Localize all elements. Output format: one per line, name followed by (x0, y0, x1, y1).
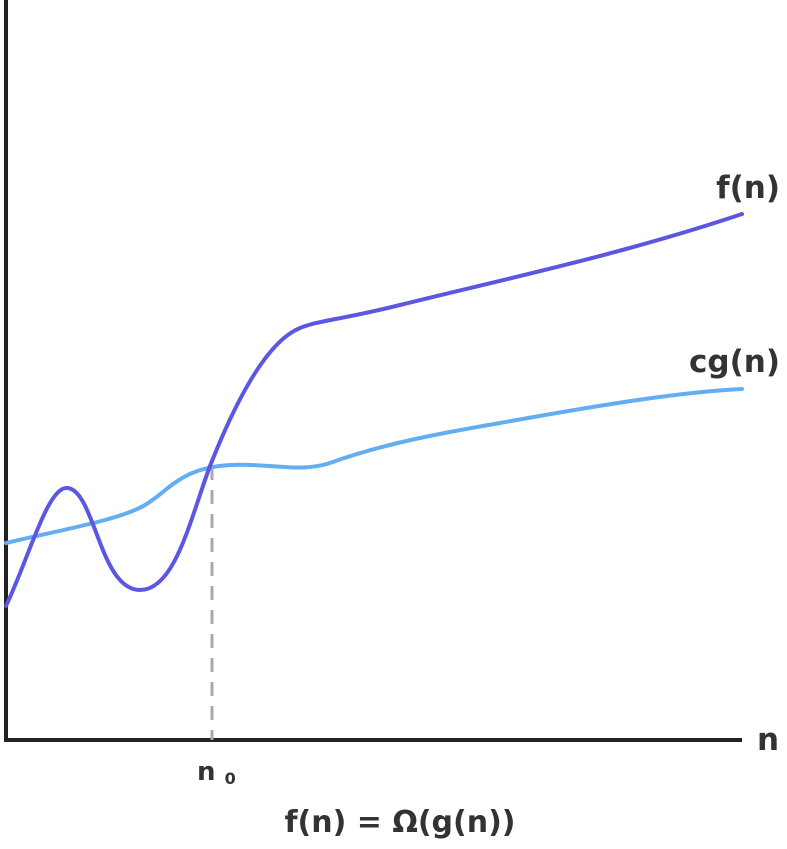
cg-curve-label: cg(n) (689, 344, 780, 380)
f-curve-label: f(n) (716, 170, 780, 206)
n0-label: n 0 (197, 757, 236, 788)
n0-label-subscript: 0 (225, 769, 236, 788)
f-curve (4, 212, 744, 608)
x-axis-label: n (757, 722, 779, 758)
cg-curve (4, 387, 744, 545)
n0-label-main: n (197, 757, 216, 787)
caption: f(n) = Ω(g(n)) (284, 805, 515, 840)
